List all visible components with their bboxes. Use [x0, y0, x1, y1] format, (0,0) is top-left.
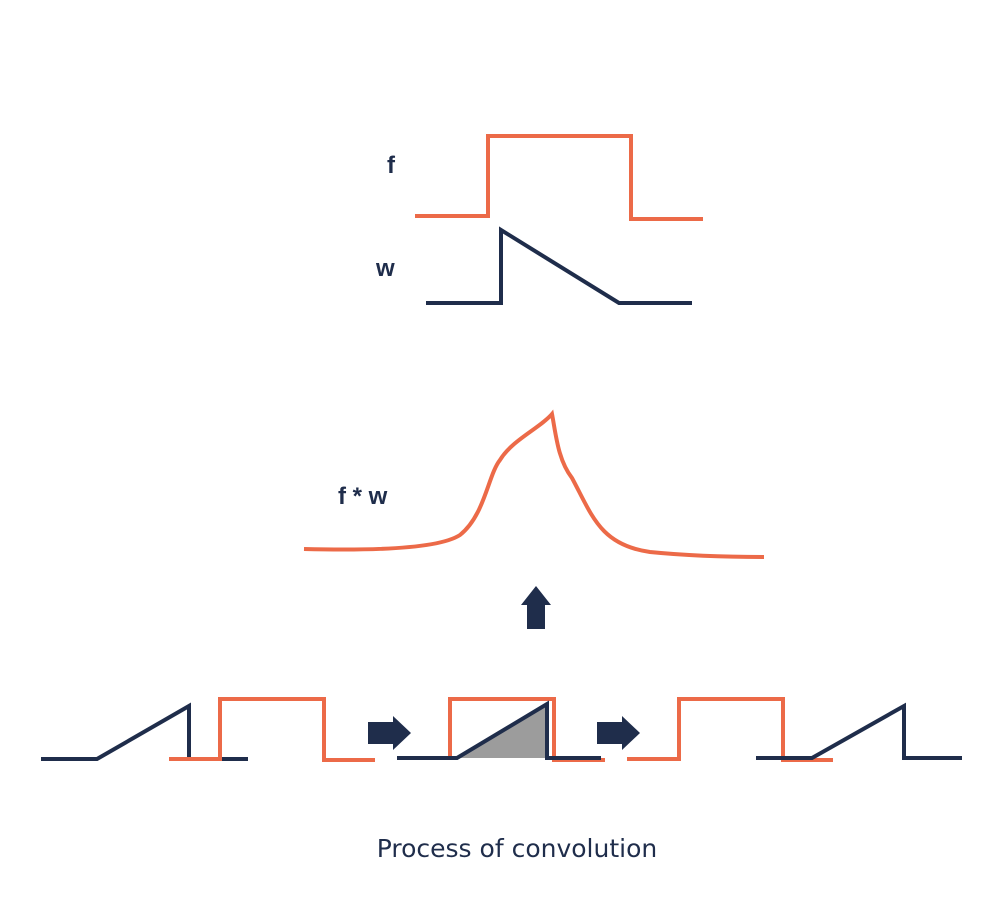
convolution-result-curve — [303, 409, 765, 559]
right-arrow-icon — [368, 716, 411, 750]
w-label: w — [376, 255, 395, 282]
w-kernel-curve — [426, 226, 692, 305]
step1-w-kernel — [41, 702, 248, 761]
step2-w-kernel — [397, 700, 601, 760]
f-signal-curve — [415, 134, 703, 221]
up-arrow-icon — [521, 586, 551, 629]
f-label: f — [387, 152, 395, 179]
step1-f-signal — [169, 697, 375, 762]
convolution-label: f * w — [338, 483, 388, 510]
figure-caption: Process of convolution — [376, 834, 658, 863]
step3-w-kernel — [756, 702, 962, 760]
step3-f-signal — [627, 697, 833, 762]
right-arrow-icon — [597, 716, 640, 750]
